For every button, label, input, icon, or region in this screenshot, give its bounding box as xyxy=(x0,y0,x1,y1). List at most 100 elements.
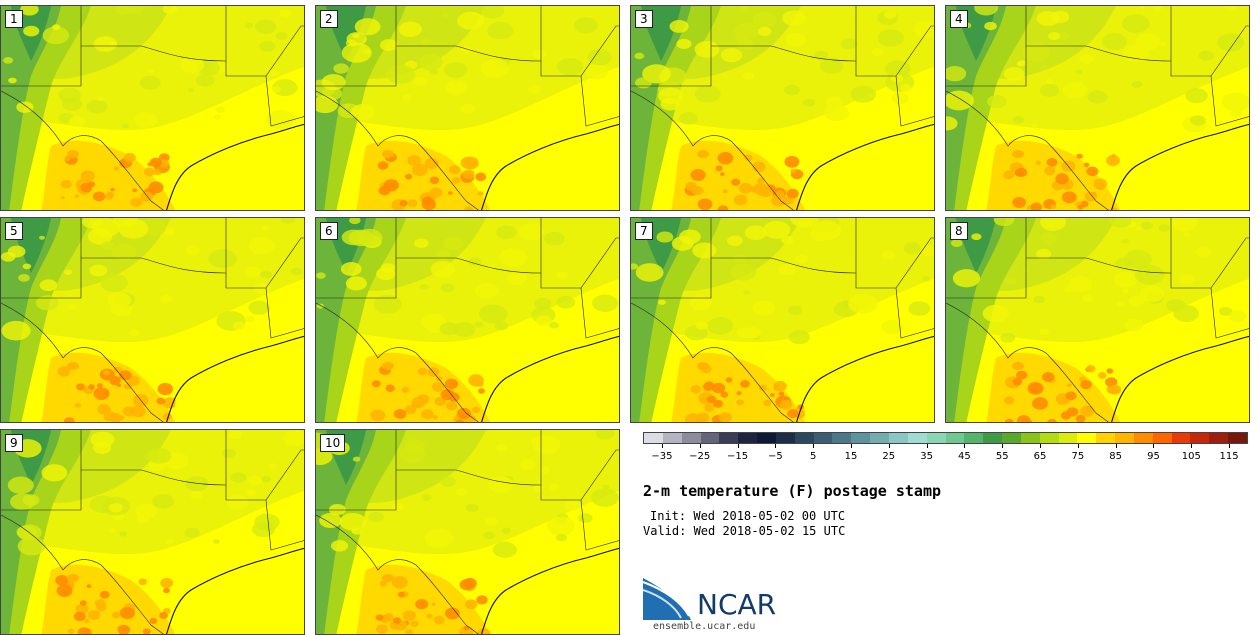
member-label: 8 xyxy=(950,222,968,240)
colorbar-tick xyxy=(737,444,739,448)
colorbar-tick-label: 55 xyxy=(995,451,1009,462)
colorbar-swatch xyxy=(1020,433,1040,443)
colorbar-swatch xyxy=(1133,433,1153,443)
temperature-map xyxy=(946,6,1249,210)
colorbar-swatch xyxy=(719,433,739,443)
colorbar-tick-label: 25 xyxy=(882,451,896,462)
colorbar-swatch xyxy=(926,433,946,443)
temperature-map xyxy=(631,218,934,422)
temperature-map xyxy=(1,6,304,210)
member-panel: 4 xyxy=(945,5,1250,211)
temperature-map xyxy=(316,430,619,634)
colorbar-swatch xyxy=(945,433,965,443)
colorbar-tick xyxy=(850,444,852,448)
member-label: 6 xyxy=(320,222,338,240)
colorbar-tick-label: −15 xyxy=(726,451,749,462)
colorbar-swatch xyxy=(1002,433,1021,443)
colorbar-tick-label: 115 xyxy=(1219,451,1239,462)
member-panel: 1 xyxy=(0,5,305,211)
colorbar-swatch xyxy=(1077,433,1097,443)
colorbar-swatch xyxy=(1115,433,1134,443)
member-panel: 8 xyxy=(945,217,1250,423)
colorbar-tick xyxy=(661,444,663,448)
colorbar-swatch xyxy=(1190,433,1210,443)
ncar-logo-icon xyxy=(643,578,691,620)
colorbar-swatch xyxy=(1096,433,1116,443)
colorbar-tick xyxy=(1153,444,1155,448)
colorbar-swatch xyxy=(1152,433,1172,443)
member-label: 1 xyxy=(5,10,23,28)
colorbar-tick-label: 65 xyxy=(1033,451,1047,462)
figure-title: 2-m temperature (F) postage stamp xyxy=(643,482,942,500)
colorbar-swatch xyxy=(738,433,758,443)
temperature-map xyxy=(631,6,934,210)
temperature-map xyxy=(1,430,304,634)
colorbar-swatch xyxy=(964,433,984,443)
colorbar-tick-label: 105 xyxy=(1181,451,1201,462)
member-panel: 7 xyxy=(630,217,935,423)
member-panel: 2 xyxy=(315,5,620,211)
colorbar-tick xyxy=(813,444,815,448)
temperature-map xyxy=(1,218,304,422)
colorbar-tick-label: 75 xyxy=(1071,451,1085,462)
member-panel: 6 xyxy=(315,217,620,423)
temperature-map xyxy=(946,218,1249,422)
member-panel: 10 xyxy=(315,429,620,635)
colorbar-swatch xyxy=(1228,433,1247,443)
colorbar-swatch xyxy=(1209,433,1229,443)
colorbar-swatch xyxy=(983,433,1003,443)
colorbar-tick-label: 85 xyxy=(1109,451,1123,462)
colorbar-tick xyxy=(1077,444,1079,448)
member-label: 5 xyxy=(5,222,23,240)
logo-name: NCAR xyxy=(697,588,777,621)
colorbar-tick xyxy=(1040,444,1042,448)
colorbar-swatch xyxy=(907,433,927,443)
logo-url: ensemble.ucar.edu xyxy=(653,621,756,632)
colorbar-swatch xyxy=(757,433,776,443)
colorbar-tick xyxy=(964,444,966,448)
member-label: 3 xyxy=(635,10,653,28)
temperature-map xyxy=(316,218,619,422)
valid-time: Valid: Wed 2018-05-02 15 UTC xyxy=(643,524,846,538)
colorbar-tick-label: 95 xyxy=(1147,451,1160,462)
colorbar-tick-label: −5 xyxy=(767,451,783,462)
member-panel: 3 xyxy=(630,5,935,211)
member-label: 7 xyxy=(635,222,653,240)
colorbar-tick xyxy=(888,444,890,448)
colorbar-swatch xyxy=(662,433,682,443)
colorbar-tick xyxy=(775,444,777,448)
colorbar-swatch xyxy=(870,433,889,443)
colorbar-tick xyxy=(699,444,701,448)
colorbar-tick xyxy=(1115,444,1117,448)
colorbar-swatch xyxy=(1039,433,1059,443)
colorbar-swatch xyxy=(794,433,814,443)
colorbar-swatch xyxy=(832,433,852,443)
colorbar-tick xyxy=(1191,444,1193,448)
colorbar-ticks: −35 −25 −15 −5 5 15 25 35 45 55 65 75 85 95 105 115 xyxy=(643,444,1248,466)
colorbar-tick xyxy=(1002,444,1004,448)
colorbar-tick xyxy=(1229,444,1231,448)
colorbar-swatch xyxy=(700,433,720,443)
colorbar-tick-label: −25 xyxy=(689,451,711,462)
member-label: 2 xyxy=(320,10,338,28)
member-label: 9 xyxy=(5,434,23,452)
colorbar-tick-label: −35 xyxy=(651,451,673,462)
colorbar-swatch xyxy=(851,433,871,443)
member-label: 10 xyxy=(320,434,346,452)
colorbar-tick-label: 35 xyxy=(920,451,933,462)
colorbar-tick xyxy=(926,444,928,448)
colorbar-tick-label: 45 xyxy=(958,451,971,462)
member-panel: 5 xyxy=(0,217,305,423)
colorbar-swatch xyxy=(888,433,908,443)
colorbar-tick-label: 15 xyxy=(844,451,858,462)
temperature-map xyxy=(316,6,619,210)
colorbar-swatch xyxy=(1058,433,1078,443)
member-panel: 9 xyxy=(0,429,305,635)
member-label: 4 xyxy=(950,10,968,28)
colorbar-swatch xyxy=(1171,433,1191,443)
colorbar-swatch xyxy=(813,433,833,443)
colorbar-tick-label: 5 xyxy=(809,451,817,462)
colorbar xyxy=(643,432,1248,444)
colorbar-swatch xyxy=(644,433,663,443)
colorbar-swatch xyxy=(775,433,795,443)
